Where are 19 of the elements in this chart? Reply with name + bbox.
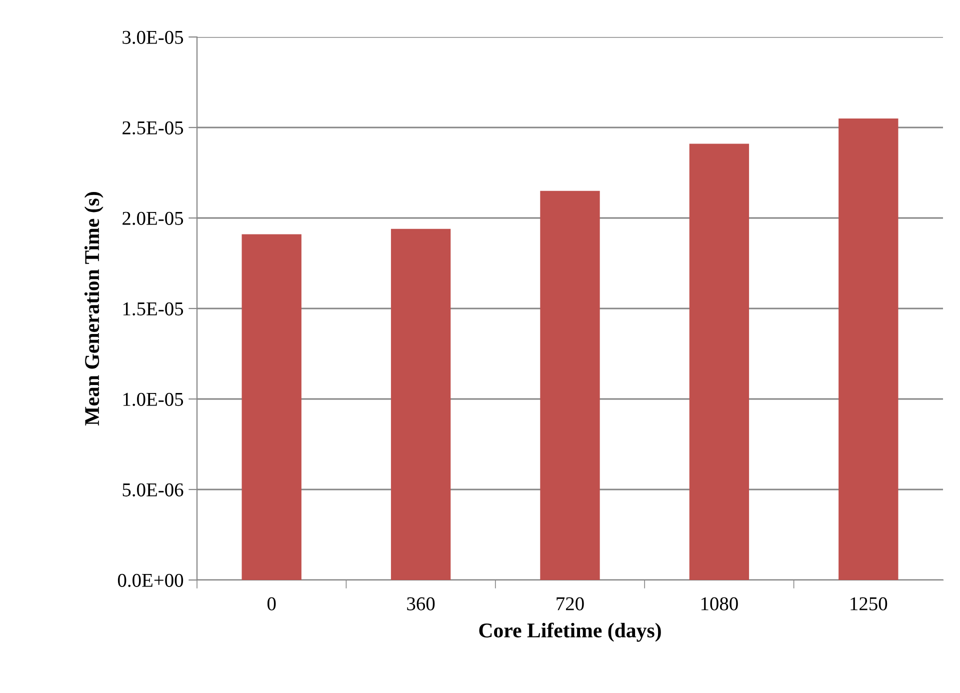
x-tick-label: 1080 — [701, 597, 738, 610]
y-tick-label: 2.5E-05 — [122, 121, 184, 135]
bar — [838, 118, 898, 580]
bar — [540, 190, 600, 580]
bar — [242, 234, 302, 580]
y-tick-label: 3.0E-05 — [122, 30, 184, 44]
y-axis-title: Mean Generation Time (s) — [84, 192, 104, 426]
x-tick-label: 360 — [407, 597, 435, 610]
x-tick-label: 1250 — [850, 597, 888, 610]
y-tick-label: 1.5E-05 — [123, 302, 184, 316]
bar — [390, 228, 451, 580]
x-axis-title: Core Lifetime (days) — [479, 622, 661, 642]
bar — [689, 144, 750, 580]
x-tick-label: 0 — [267, 597, 276, 610]
y-tick-label: 0.0E+00 — [118, 574, 184, 588]
x-tick-label: 720 — [556, 597, 584, 610]
y-tick-label: 2.0E-05 — [122, 212, 184, 226]
y-tick-label: 5.0E-06 — [122, 483, 184, 497]
y-tick-label: 1.0E-05 — [123, 392, 184, 406]
